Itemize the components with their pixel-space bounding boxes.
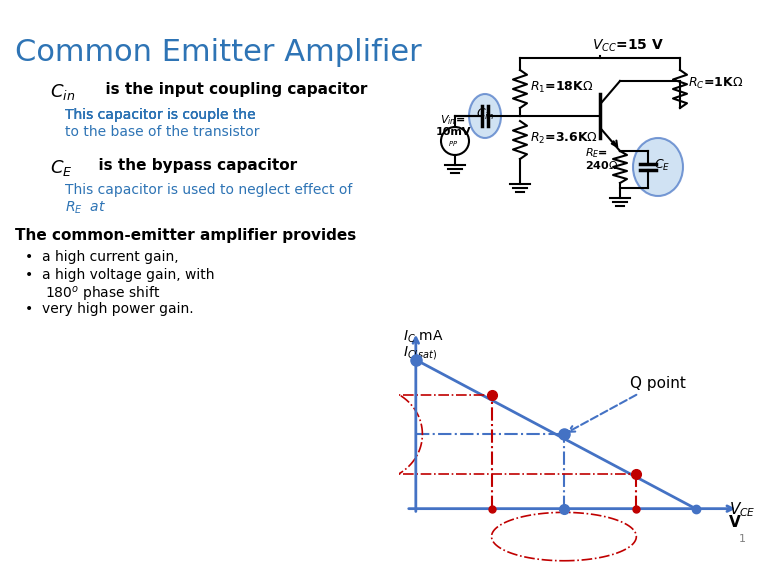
Text: $R_2$=3.6K$\Omega$: $R_2$=3.6K$\Omega$	[530, 131, 598, 146]
Text: $C_{in}$: $C_{in}$	[50, 82, 75, 102]
Text: $_{PP}$: $_{PP}$	[448, 139, 458, 149]
Text: 1: 1	[738, 534, 746, 544]
Text: This capacitor is used to neglect effect of: This capacitor is used to neglect effect…	[65, 183, 353, 197]
Text: $R_E$  at: $R_E$ at	[65, 200, 107, 217]
Text: 180$^o$ phase shift: 180$^o$ phase shift	[45, 285, 161, 304]
Text: 10mV: 10mV	[435, 127, 471, 137]
Text: The common-emitter amplifier provides: The common-emitter amplifier provides	[15, 228, 356, 243]
Ellipse shape	[633, 138, 683, 196]
Text: $R_E$=: $R_E$=	[585, 146, 608, 160]
Text: $C_E$: $C_E$	[50, 158, 72, 178]
Text: This capacitor is couple the: This capacitor is couple the	[65, 108, 260, 122]
Text: This capacitor is couple the: This capacitor is couple the	[65, 108, 260, 122]
Text: Common Emitter Amplifier: Common Emitter Amplifier	[15, 38, 422, 67]
Text: $C_E$: $C_E$	[654, 157, 670, 173]
Text: $V_{CC}$=15 V: $V_{CC}$=15 V	[592, 38, 664, 54]
Text: 240$\Omega$: 240$\Omega$	[585, 159, 618, 171]
Text: $V_{in}$=: $V_{in}$=	[440, 113, 465, 127]
Text: $C_{in}$: $C_{in}$	[476, 107, 494, 122]
Text: Q point: Q point	[568, 376, 686, 432]
Text: $R_C$=1K$\Omega$: $R_C$=1K$\Omega$	[688, 76, 743, 91]
Text: $V_{CE}$: $V_{CE}$	[729, 500, 755, 519]
Text: •  a high voltage gain, with: • a high voltage gain, with	[25, 268, 214, 282]
Text: This capacitor is couple the: This capacitor is couple the	[65, 108, 260, 122]
Text: •  very high power gain.: • very high power gain.	[25, 302, 194, 316]
Text: This capacitor is couple the: This capacitor is couple the	[65, 108, 260, 122]
Text: is the bypass capacitor: is the bypass capacitor	[88, 158, 297, 173]
Text: is the input coupling capacitor: is the input coupling capacitor	[95, 82, 367, 97]
Text: $R_1$=18K$\Omega$: $R_1$=18K$\Omega$	[530, 80, 594, 95]
Text: $I_C$ mA: $I_C$ mA	[402, 328, 443, 344]
Text: V: V	[729, 516, 740, 530]
Text: $I_{C(sat)}$: $I_{C(sat)}$	[402, 344, 437, 362]
Text: to the base of the transistor: to the base of the transistor	[65, 125, 260, 139]
Ellipse shape	[469, 94, 501, 138]
Text: •  a high current gain,: • a high current gain,	[25, 250, 179, 264]
